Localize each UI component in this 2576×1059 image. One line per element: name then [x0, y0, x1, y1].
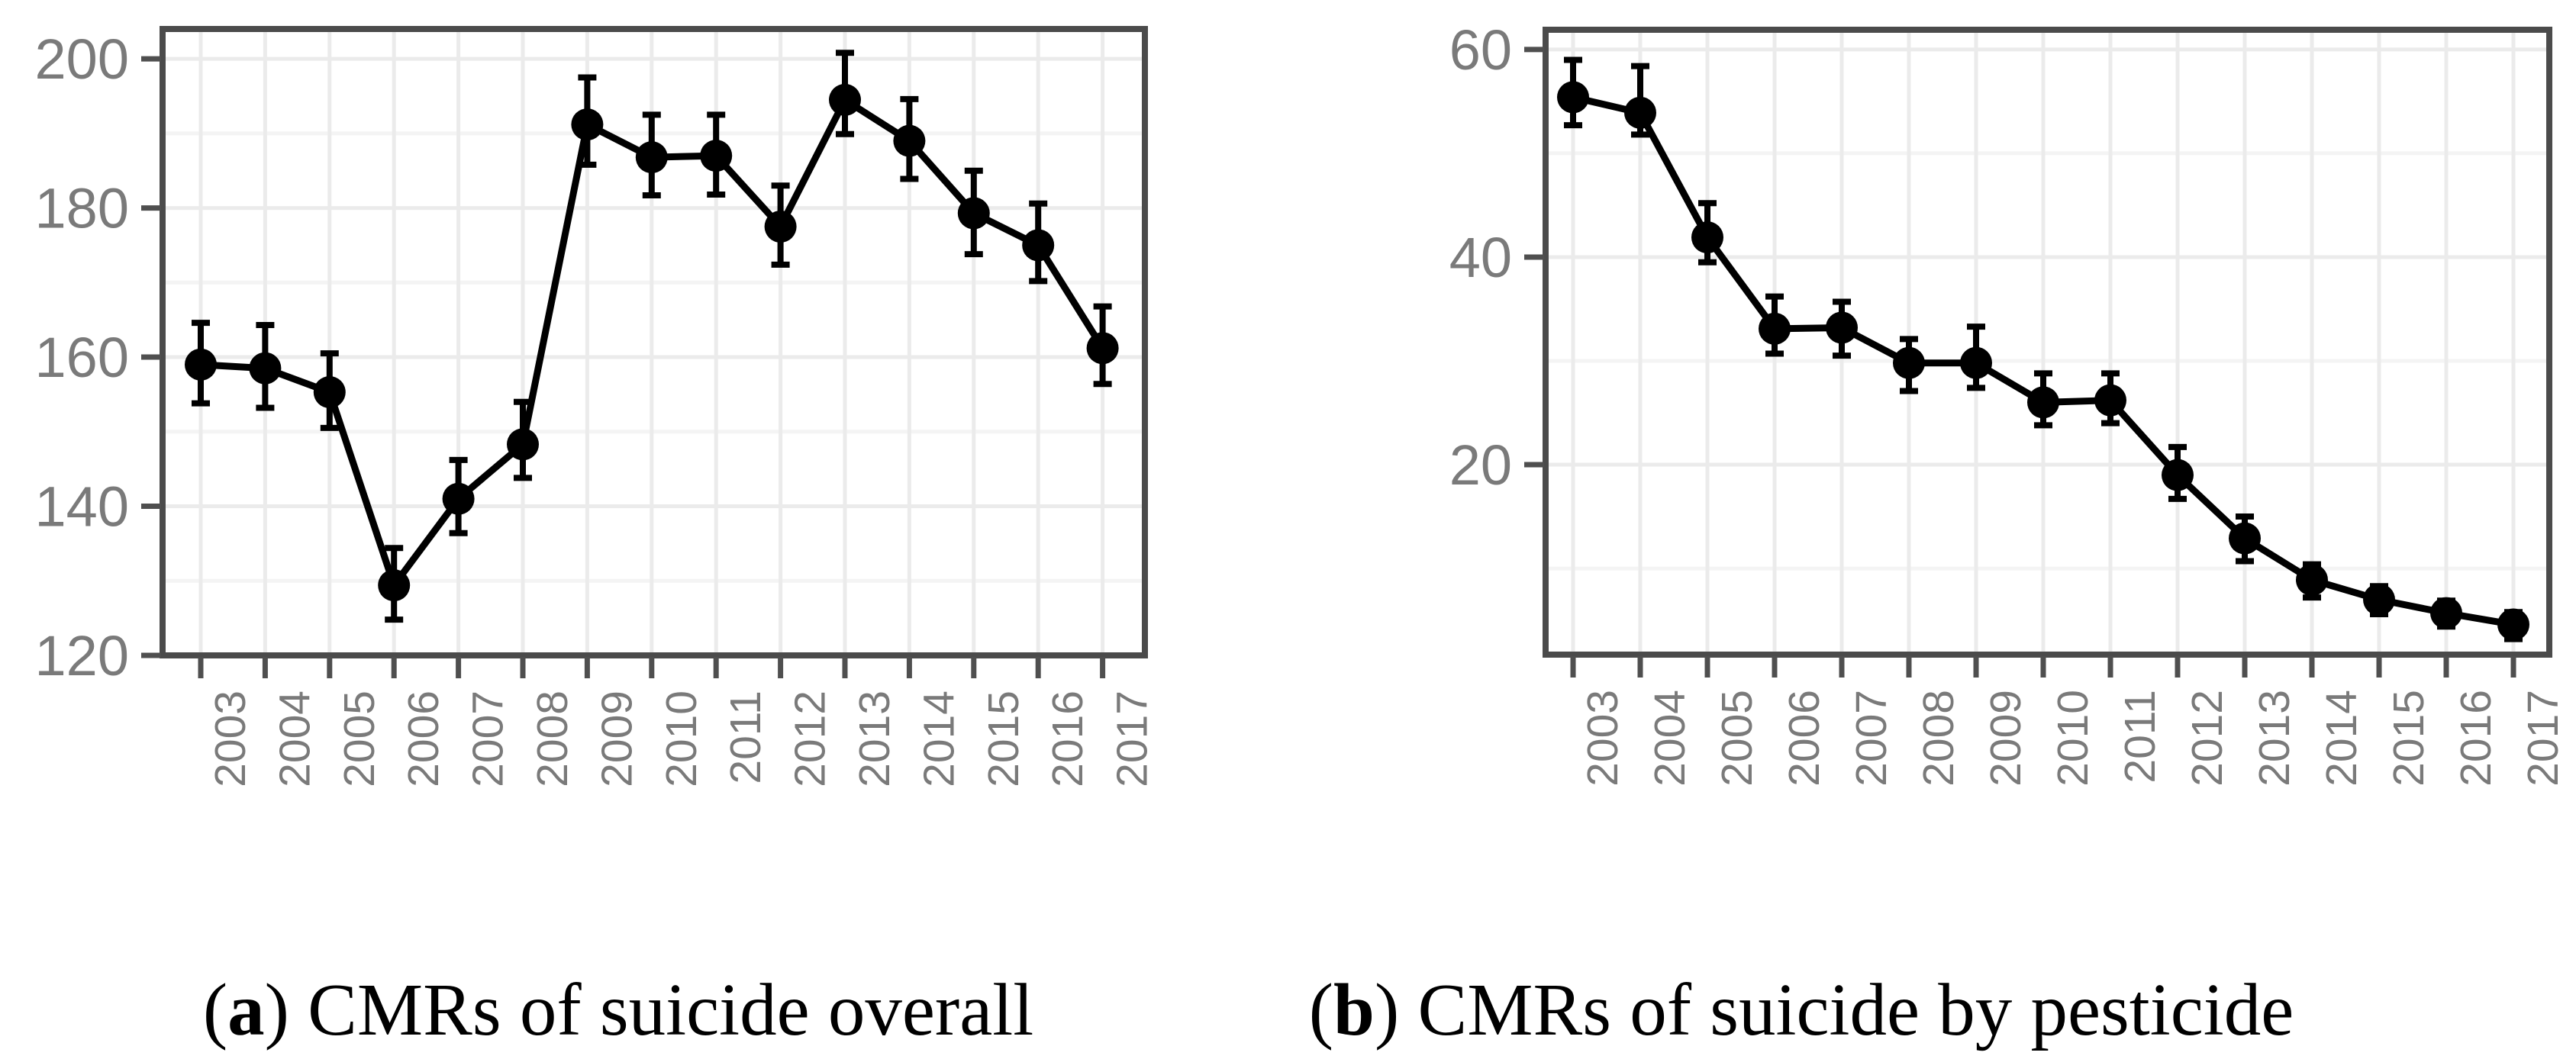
x-tick-label: 2014 [2317, 690, 2366, 787]
data-point [1960, 346, 1992, 379]
data-point [2497, 608, 2529, 641]
x-tick-label: 2017 [1108, 690, 1157, 787]
y-gridlines-minor [1546, 151, 2549, 571]
x-tick-label: 2005 [335, 690, 384, 787]
data-point [2094, 384, 2126, 417]
x-tick-label: 2013 [850, 690, 899, 787]
data-point [893, 124, 926, 157]
y-tick-label: 60 [1449, 18, 1512, 82]
x-axis: 2003 2004 2005 2006 2007 2008 2009 2010 2011 2012… [198, 657, 1157, 787]
caption-panel-b: (b) CMRs of suicide by pesticide [1305, 967, 2297, 1053]
data-points [185, 83, 1119, 602]
caption-panel-a: (a) CMRs of suicide overall [122, 967, 1114, 1053]
y-tick-label: 40 [1449, 226, 1512, 289]
caption-a-paren-open: ( [202, 969, 228, 1051]
x-tick-label: 2011 [721, 690, 770, 784]
x-tick-label: 2012 [2183, 690, 2232, 787]
x-tick-label: 2017 [2519, 690, 2568, 787]
data-point [2229, 522, 2261, 555]
data-point [1691, 221, 1723, 254]
x-tick-label: 2012 [786, 690, 835, 787]
data-point [829, 83, 861, 116]
data-point [313, 375, 346, 408]
y-tick-label: 200 [35, 27, 129, 91]
x-tick-label: 2015 [2384, 690, 2433, 787]
data-point [764, 211, 797, 243]
x-tick-label: 2015 [979, 690, 1028, 787]
x-tick-label: 2004 [270, 690, 319, 787]
caption-b-letter: b [1333, 969, 1375, 1051]
y-tick-label: 120 [35, 624, 129, 687]
x-tick-label: 2010 [2049, 690, 2097, 787]
x-tick-label: 2009 [592, 690, 641, 787]
x-tick-label: 2016 [2452, 690, 2500, 787]
x-tick-label: 2003 [1578, 690, 1627, 787]
data-points [1557, 81, 2529, 641]
data-point [2296, 564, 2328, 597]
y-tick-label: 180 [35, 177, 129, 240]
data-point [2027, 386, 2059, 419]
data-point [1759, 312, 1791, 345]
data-point [249, 352, 282, 385]
x-tick-label: 2013 [2250, 690, 2299, 787]
x-tick-label: 2005 [1713, 690, 1762, 787]
panel-border [160, 26, 1148, 658]
caption-b-paren-open: ( [1308, 969, 1334, 1051]
x-tick-label: 2003 [206, 690, 255, 787]
x-tick-label: 2009 [1981, 690, 2030, 787]
caption-a-letter: a [227, 969, 265, 1051]
y-gridlines-major [1546, 47, 2549, 467]
x-gridlines [1571, 30, 2516, 655]
data-point [1557, 81, 1589, 114]
x-tick-label: 2006 [399, 690, 448, 787]
x-tick-label: 2006 [1780, 690, 1829, 787]
caption-b-text: ) CMRs of suicide by pesticide [1375, 969, 2294, 1051]
data-point [1022, 229, 1055, 262]
error-bars [192, 50, 1112, 623]
data-point [571, 108, 604, 141]
data-point [1826, 311, 1858, 344]
data-point [700, 140, 733, 172]
data-point [635, 141, 668, 174]
x-tick-label: 2014 [914, 690, 963, 787]
y-tick-label: 160 [35, 326, 129, 389]
x-tick-label: 2016 [1043, 690, 1092, 787]
data-point [442, 482, 475, 515]
x-tick-label: 2004 [1646, 690, 1694, 787]
data-point [185, 348, 217, 381]
y-tick-label: 20 [1449, 433, 1512, 497]
y-axis: 120 140 160 180 200 [35, 27, 161, 687]
y-axis: 20 40 60 [1449, 18, 1544, 497]
x-tick-label: 2008 [528, 690, 577, 787]
data-point [2430, 597, 2462, 629]
x-tick-label: 2011 [2116, 690, 2165, 784]
data-point [2162, 459, 2194, 491]
x-tick-label: 2008 [1914, 690, 1963, 787]
data-point [1086, 332, 1119, 365]
caption-a-text: ) CMRs of suicide overall [264, 969, 1034, 1051]
x-tick-label: 2010 [657, 690, 706, 787]
x-tick-label: 2007 [1847, 690, 1896, 787]
data-point [507, 428, 539, 461]
x-axis: 2003 2004 2005 2006 2007 2008 2009 2010 2011 2012… [1570, 656, 2568, 787]
x-tick-label: 2007 [464, 690, 513, 787]
y-tick-label: 140 [35, 475, 129, 539]
data-point [378, 569, 411, 602]
panel-background [1546, 30, 2549, 655]
data-point [1624, 96, 1656, 129]
data-point [957, 197, 990, 230]
data-point [1893, 346, 1925, 379]
data-point [2363, 583, 2395, 616]
panel-border [1543, 27, 2552, 658]
